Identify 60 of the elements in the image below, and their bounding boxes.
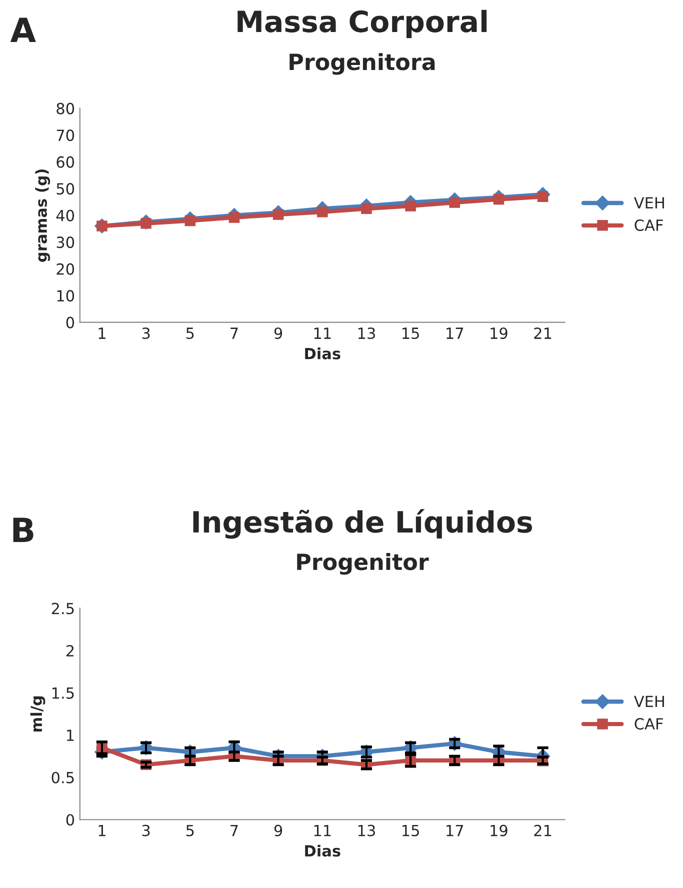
- x-tick-label: 21: [534, 327, 552, 339]
- chart-subtitle: Progenitor: [297, 553, 429, 575]
- x-tick-label: 15: [402, 328, 419, 340]
- x-tick-label: 9: [274, 824, 282, 836]
- x-tick-label: 19: [490, 327, 508, 340]
- legend-label: CAF: [634, 219, 663, 231]
- x-tick-label: 3: [142, 327, 150, 340]
- point: [184, 215, 196, 226]
- y-tick-label: 0: [66, 814, 74, 826]
- chart-title: Massa Corporal: [238, 10, 487, 38]
- x-axis-title: Dias: [305, 844, 340, 857]
- legend-label: VEH: [634, 197, 664, 208]
- point: [140, 218, 152, 229]
- x-tick-label: 17: [446, 328, 464, 339]
- point: [361, 203, 372, 214]
- y-axis-title: gramas (g): [35, 169, 50, 262]
- x-tick-label: 15: [402, 824, 419, 836]
- legend-label: VEH: [634, 696, 664, 707]
- point: [316, 206, 328, 218]
- legend-label: CAF: [634, 718, 663, 730]
- x-tick-label: 1: [98, 328, 106, 339]
- y-tick-label: 0: [66, 316, 74, 328]
- point: [228, 212, 240, 223]
- x-tick-label: 7: [230, 328, 238, 339]
- x-tick-label: 11: [314, 328, 331, 339]
- y-tick-label: 2: [66, 645, 74, 656]
- y-tick-label: 0.5: [52, 772, 74, 784]
- point: [449, 197, 460, 208]
- x-tick-label: 13: [358, 327, 375, 340]
- y-tick-label: 10: [57, 290, 74, 302]
- x-tick-label: 7: [230, 824, 238, 836]
- x-tick-label: 11: [314, 824, 331, 836]
- y-tick-label: 80: [56, 102, 74, 114]
- x-tick-label: 5: [186, 328, 194, 340]
- x-tick-label: 17: [446, 824, 464, 836]
- y-tick-label: 20: [56, 263, 74, 275]
- point: [405, 200, 416, 212]
- text: B: [13, 518, 34, 542]
- y-tick-label: 60: [56, 156, 74, 168]
- y-tick-label: 70: [56, 130, 74, 142]
- chart-title: Ingestão de Líquidos: [193, 509, 532, 539]
- x-tick-label: 9: [274, 327, 282, 340]
- y-tick-label: 40: [56, 210, 74, 222]
- point: [493, 194, 504, 205]
- x-tick-label: 13: [358, 824, 375, 836]
- y-tick-label: 2.5: [52, 602, 74, 614]
- x-tick-label: 5: [186, 824, 194, 836]
- y-axis-title: ml/g: [30, 696, 46, 732]
- point: [272, 209, 284, 220]
- x-tick-label: 21: [534, 824, 552, 836]
- y-tick-label: 30: [56, 236, 74, 248]
- x-axis-title: Dias: [305, 348, 340, 360]
- y-tick-label: 50: [56, 183, 74, 195]
- x-tick-label: 3: [142, 824, 150, 836]
- text: A: [10, 18, 36, 42]
- chart-subtitle: Progenitora: [290, 53, 435, 75]
- x-tick-label: 19: [490, 824, 508, 836]
- x-tick-label: 1: [98, 824, 106, 836]
- y-tick-label: 1: [67, 730, 74, 741]
- y-tick-label: 1.5: [52, 687, 74, 699]
